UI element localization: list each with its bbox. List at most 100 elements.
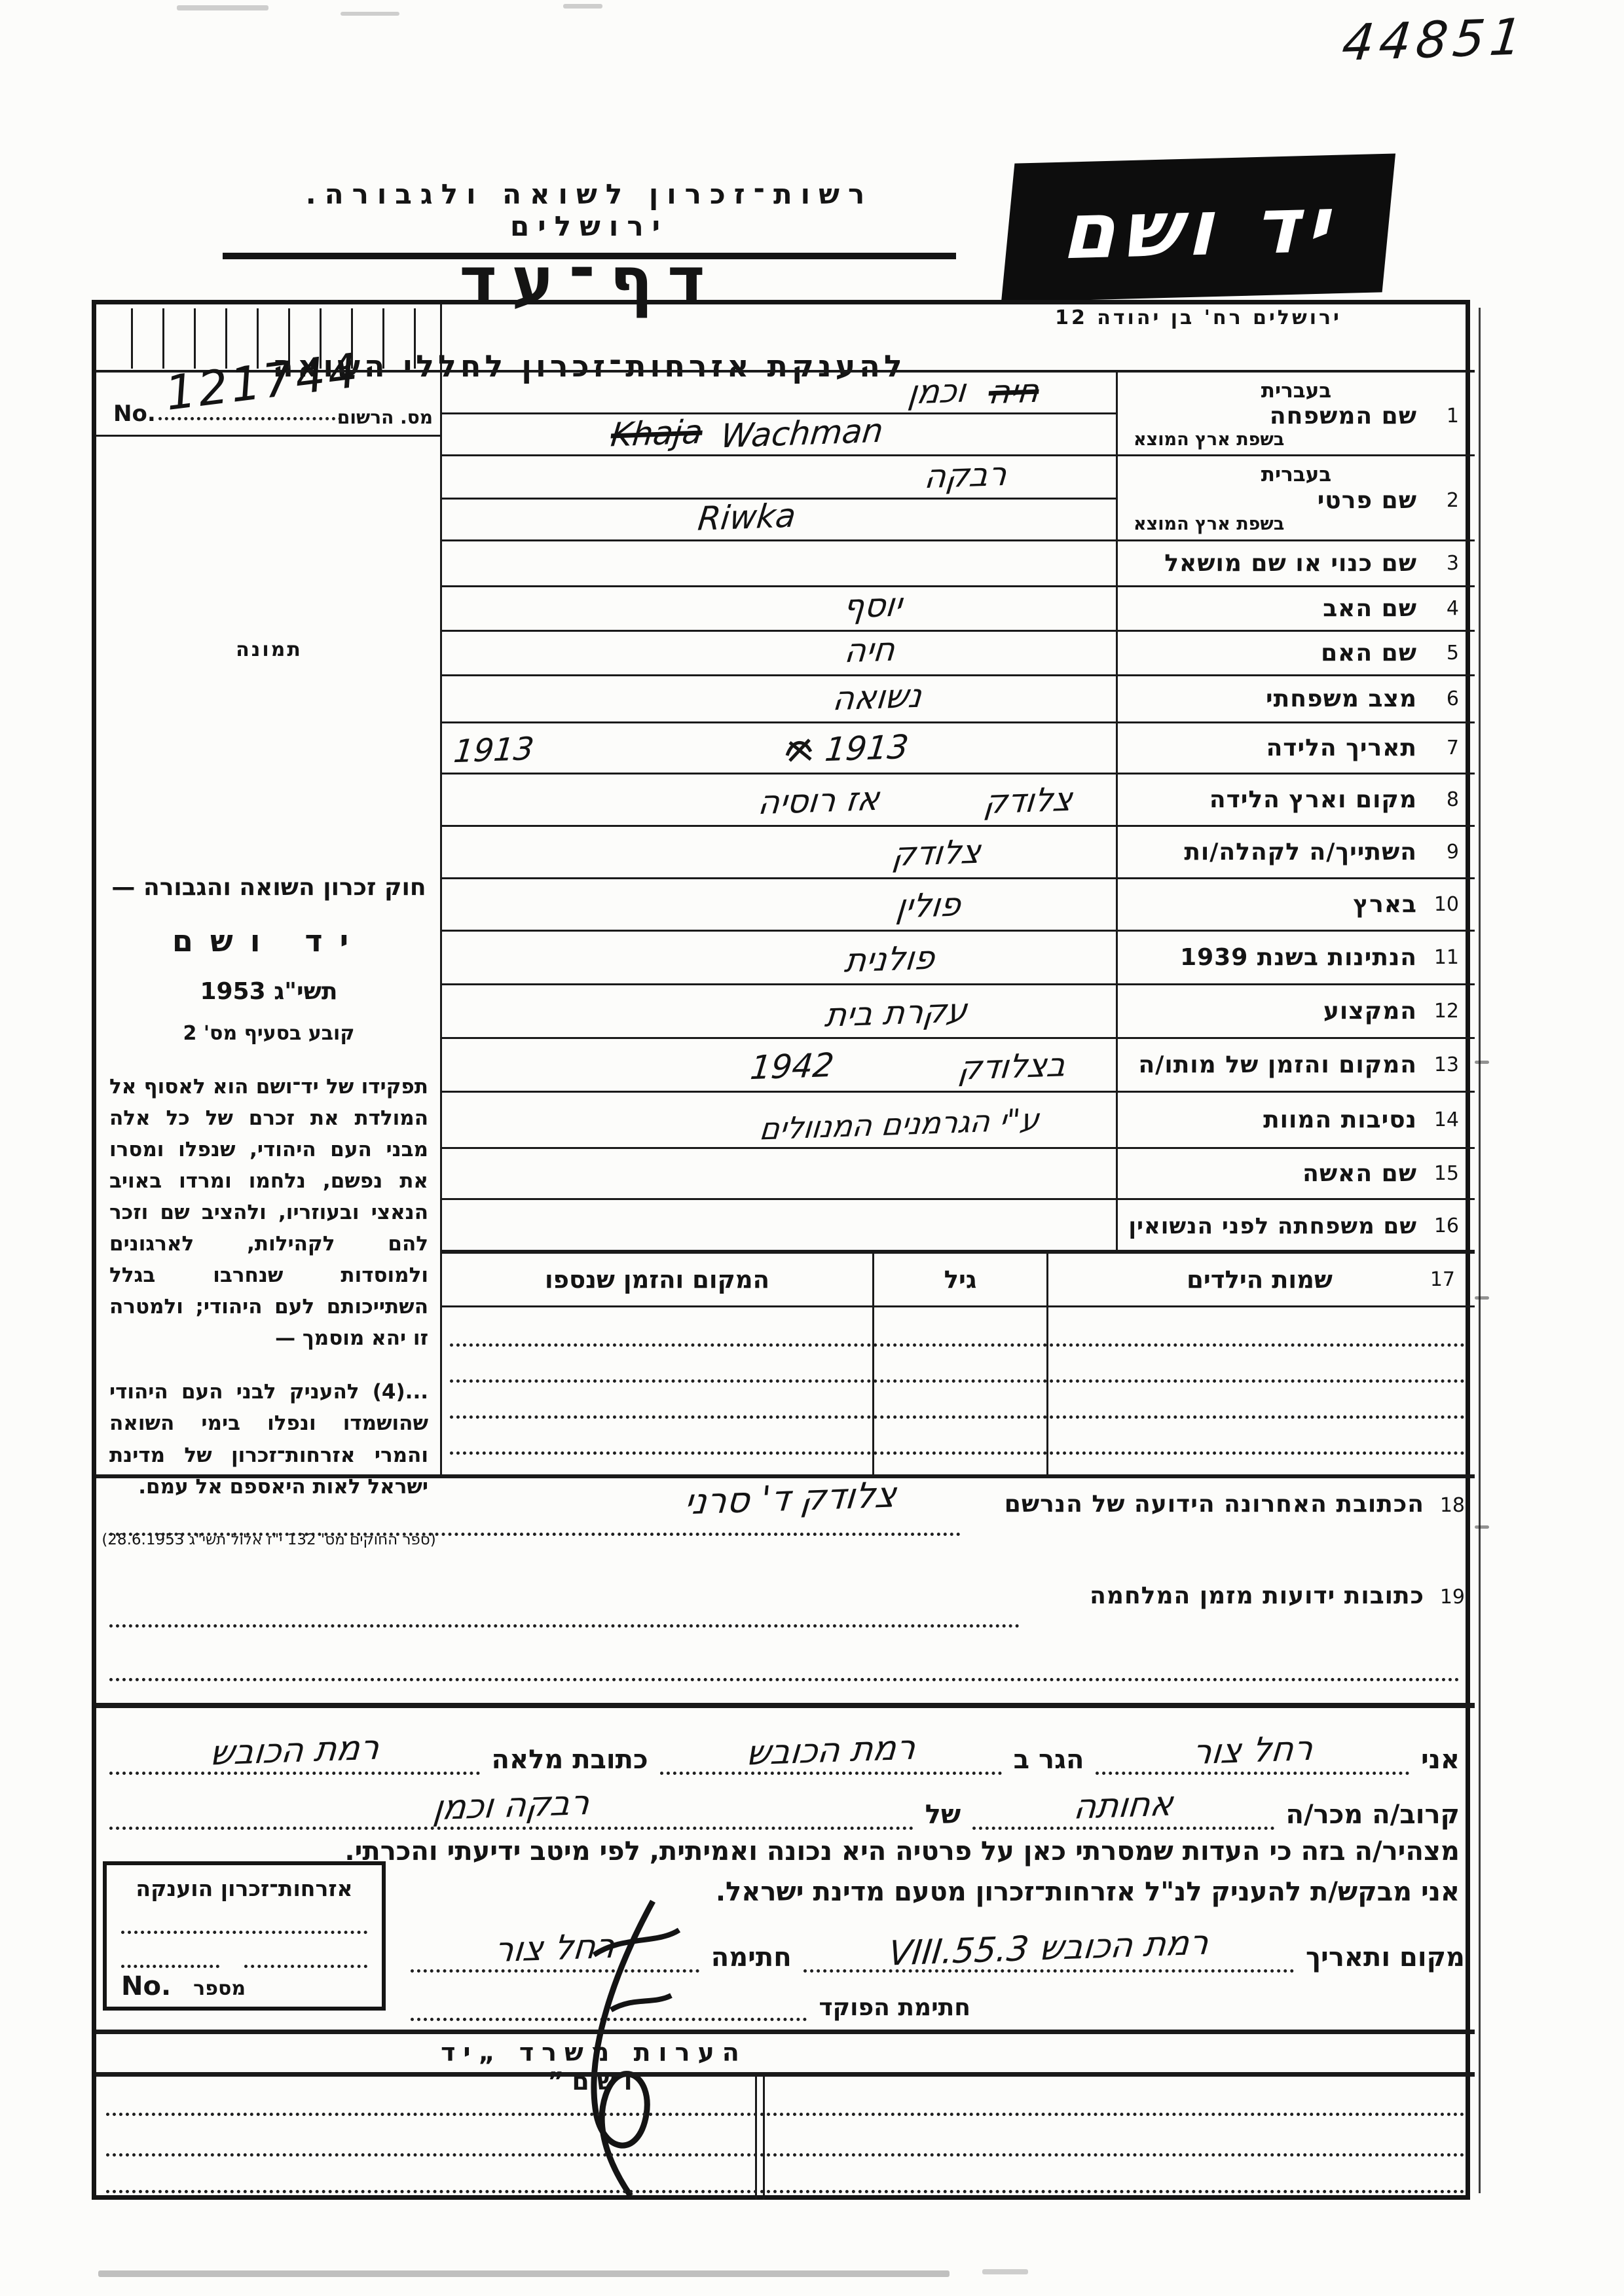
row-label: נסיבות המוות bbox=[1263, 1106, 1417, 1133]
form-row-wife-name: 15 שם האשה bbox=[442, 1149, 1475, 1200]
logo-address: ירושלים רח' בן יהודה 12 bbox=[1055, 306, 1342, 329]
crossed-out-scribble bbox=[785, 738, 812, 762]
row-label: שם משפחתה לפני הנשואין bbox=[1128, 1212, 1417, 1239]
handwritten-entry: בצלודק bbox=[956, 1046, 1068, 1087]
notes-center-line bbox=[755, 2077, 757, 2200]
memorial-citizenship-granted-box: אזרחות־זכרון הוענקה No. מספר bbox=[103, 1861, 386, 2011]
row-label: שם פרטי bbox=[1317, 486, 1417, 514]
handwritten-entry: רחל צור bbox=[1190, 1728, 1315, 1773]
photo-label: תמונה bbox=[236, 638, 303, 661]
handwritten-entry: צלודק bbox=[982, 780, 1075, 822]
handwritten-entry: חיה bbox=[843, 630, 898, 670]
row-number: 3 bbox=[1446, 552, 1459, 575]
row-entry: צלודק bbox=[442, 827, 1118, 877]
margin-tick bbox=[1475, 1525, 1489, 1529]
label-column-divider bbox=[1116, 373, 1118, 1252]
handwritten-entry: צלודק ד' סרני bbox=[682, 1474, 898, 1523]
row-label: בארץ bbox=[1353, 891, 1417, 918]
registry-he-label: מס. הרשום bbox=[337, 407, 433, 428]
handwritten-entry: פולנית bbox=[842, 938, 937, 980]
form-row-nickname: 3 שם כנוי או שם מושאל bbox=[442, 541, 1475, 587]
table-dotted-row bbox=[450, 1415, 1465, 1419]
row-number: 12 bbox=[1433, 1000, 1459, 1023]
declaration-label: של bbox=[925, 1800, 961, 1830]
section-rule bbox=[96, 2072, 1475, 2077]
struck-entry: חיה bbox=[987, 371, 1042, 412]
column-header: המקום והזמן שנספו bbox=[544, 1265, 770, 1294]
logo-wordmark: יד ושם bbox=[1060, 179, 1337, 277]
dotted-answer-line bbox=[109, 1533, 961, 1536]
row-entry: עקרת בית bbox=[442, 985, 1118, 1037]
form-row-mother-name: 5 שם האם חיה bbox=[442, 630, 1475, 676]
form-title: דף־עד bbox=[459, 244, 720, 318]
table-dotted-row bbox=[450, 1451, 1465, 1455]
handwritten-entry: Riwka bbox=[696, 496, 798, 538]
row-entry bbox=[442, 1200, 1118, 1252]
handwritten-entry: Wachman bbox=[719, 411, 885, 456]
form-row-citizenship-1939: 11 הנתינות בשנת 1939 פולנית bbox=[442, 932, 1475, 985]
column-header: שמות הילדים bbox=[1187, 1265, 1333, 1294]
form-row-community: 9 השתייך/ה לקהלה/ות צלודק bbox=[442, 827, 1475, 879]
row-number: 19 bbox=[1439, 1586, 1465, 1609]
row-number: 16 bbox=[1433, 1214, 1459, 1237]
row-number: 5 bbox=[1446, 642, 1459, 665]
handwritten-entry: ע"י הגרמנים המנוולים bbox=[758, 1101, 1041, 1147]
form-row-country: 10 בארץ פולין bbox=[442, 879, 1475, 932]
handwritten-entry-margin: 1913 bbox=[452, 730, 536, 771]
declaration-label: כתובת מלאה bbox=[491, 1745, 648, 1775]
row-sublabel-hebrew: בעברית bbox=[1261, 379, 1332, 403]
form-row-profession: 12 המקצוע עקרת בית bbox=[442, 985, 1475, 1039]
row-entry bbox=[442, 1149, 1118, 1198]
handwritten-entry: פולין bbox=[894, 885, 963, 926]
photo-placeholder: תמונה bbox=[96, 437, 442, 862]
row-number: 15 bbox=[1433, 1162, 1459, 1185]
handwritten-entry: יוסף bbox=[841, 585, 904, 626]
handwritten-entry: 1913 bbox=[822, 727, 911, 769]
row-label: מצב משפחתי bbox=[1266, 685, 1417, 712]
section-rule bbox=[96, 1474, 1475, 1478]
handwritten-entry-2: אז רוסיה bbox=[756, 779, 881, 822]
handwritten-entry: רמת הכובש bbox=[208, 1728, 381, 1774]
row-number: 2 bbox=[1446, 488, 1459, 512]
law-heading-section: קובע בסעיף מס' 2 bbox=[183, 1022, 355, 1045]
row-number: 11 bbox=[1433, 946, 1459, 969]
table-header-age: גיל bbox=[874, 1255, 1046, 1303]
first-name-foreign-entry: Riwka bbox=[442, 496, 1118, 538]
handwritten-entry: רמת הכובש 3.VIII.55 bbox=[887, 1923, 1211, 1974]
row-label: מקום וארץ הלידה bbox=[1209, 786, 1417, 813]
form-row-marital-status: 6 מצב משפחתי נשואה bbox=[442, 676, 1475, 723]
notes-dotted-line bbox=[106, 2190, 1465, 2193]
relation-field: אחותה bbox=[972, 1784, 1274, 1830]
law-paragraph-1: תפקידו של יד־ושם הוא לאסוף אל המולדת את … bbox=[109, 1075, 428, 1351]
form-row-death-place-time: 13 המקום והזמן של מותו/ה בצלודק 1942 bbox=[442, 1039, 1475, 1093]
granted-box-number-row: No. מספר bbox=[121, 1971, 246, 2001]
clerk-signature-scrawl bbox=[591, 1899, 681, 2198]
row-label: שם המשפחה bbox=[1269, 403, 1417, 429]
table-dotted-row bbox=[450, 1379, 1465, 1383]
handwritten-entry: וכמן bbox=[906, 371, 968, 412]
yad-vashem-logo: יד ושם ירושלים רח' בן יהודה 12 bbox=[1001, 153, 1396, 329]
declaration-label: קרוב/ה מכר/ה bbox=[1285, 1800, 1460, 1830]
granted-box-dotted-line bbox=[121, 1931, 367, 1934]
row-number: 7 bbox=[1446, 737, 1459, 759]
clerk-signature-line: חתימת הפוקד bbox=[411, 1986, 970, 2021]
row-number: 17 bbox=[1430, 1267, 1455, 1291]
row-label: שם האשה bbox=[1302, 1160, 1417, 1187]
form-row-first-name: בעברית 2 שם פרטי בשפת ארץ המוצא רבקה Riw… bbox=[442, 455, 1475, 541]
granted-box-dotted-line bbox=[121, 1965, 219, 1968]
form-row-birth-place: 8 מקום וארץ הלידה צלודק אז רוסיה bbox=[442, 774, 1475, 827]
row-label: הנתינות בשנת 1939 bbox=[1180, 944, 1417, 971]
handwritten-entry: צלודק bbox=[890, 832, 983, 874]
row-label: תאריך הלידה bbox=[1266, 735, 1417, 761]
section-rule bbox=[96, 2030, 1475, 2034]
form-row-wartime-addresses: 19 כתובות ידועות מזמן המלחמה bbox=[1020, 1582, 1465, 1609]
scan-smear bbox=[982, 2269, 1028, 2274]
row-number: 13 bbox=[1433, 1053, 1459, 1076]
handwritten-entry-2: 1942 bbox=[748, 1046, 836, 1087]
law-excerpt: חוק זכרון השואה והגבורה — יד ושם תשי"ג 1… bbox=[100, 874, 437, 1548]
notes-dotted-line bbox=[106, 2113, 1465, 2116]
table-top-rule bbox=[442, 1250, 1475, 1254]
row-sublabel-origin: בשפת ארץ המוצא bbox=[1134, 429, 1285, 450]
family-name-foreign-entry: Khaja Wachman bbox=[442, 411, 1118, 456]
table-dotted-row bbox=[450, 1343, 1465, 1347]
